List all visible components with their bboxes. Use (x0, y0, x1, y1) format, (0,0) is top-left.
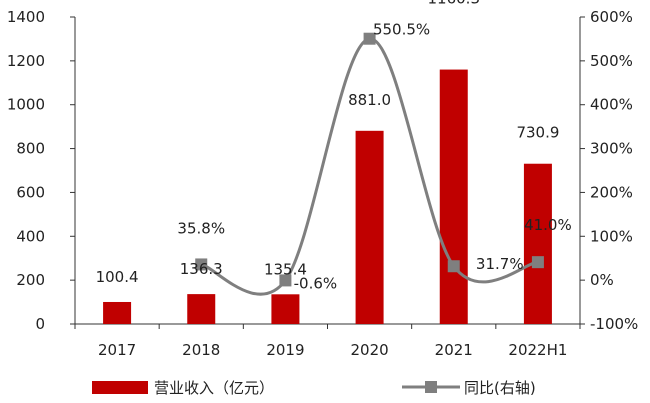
left-tick-label: 1200 (7, 52, 45, 70)
yoy-value-label: 31.7% (476, 255, 524, 273)
x-tick-label: 2022H1 (508, 341, 567, 359)
legend-swatch-revenue (92, 381, 148, 394)
yoy-marker (195, 258, 208, 271)
right-tick-label: 0% (590, 271, 614, 289)
left-tick-label: 1400 (7, 8, 45, 26)
bar-value-label: 881.0 (348, 91, 391, 109)
left-y-axis: 0 200 400 600 800 1000 1200 1400 (7, 8, 76, 333)
legend-label-yoy: 同比(右轴) (464, 379, 536, 397)
x-tick-label: 2021 (435, 341, 473, 359)
bar (187, 294, 216, 324)
yoy-marker (447, 260, 460, 273)
right-tick-label: 400% (590, 96, 633, 114)
x-tick-label: 2017 (98, 341, 136, 359)
bar-value-label: 100.4 (96, 268, 139, 286)
bar (523, 163, 552, 324)
left-tick-label: 1000 (7, 96, 45, 114)
bar-value-label: 136.3 (180, 260, 223, 278)
left-tick-label: 800 (16, 140, 45, 158)
yoy-value-label: 41.0% (524, 216, 572, 234)
bar-value-label: 730.9 (516, 124, 559, 142)
right-tick-label: 200% (590, 183, 633, 201)
x-axis: 2017 2018 2019 2020 2021 2022H1 (74, 323, 581, 359)
bar (355, 130, 384, 324)
right-tick-label: 300% (590, 140, 633, 158)
yoy-value-label: -0.6% (294, 274, 338, 292)
yoy-value-label: 550.5% (373, 21, 430, 39)
bar-value-label: 135.4 (264, 260, 307, 278)
line-series (195, 32, 544, 296)
right-y-axis: -100% 0% 100% 200% 300% 400% 500% 600% (579, 8, 638, 333)
x-tick-label: 2019 (266, 341, 304, 359)
left-tick-label: 400 (16, 227, 45, 245)
yoy-value-label: 35.8% (177, 219, 225, 237)
right-tick-label: -100% (590, 315, 638, 333)
x-tick-label: 2020 (350, 341, 388, 359)
yoy-marker (531, 256, 544, 269)
yoy-marker (279, 274, 292, 287)
left-tick-label: 0 (35, 315, 45, 333)
data-labels: 100.4 136.3 135.4 881.0 1160.3 730.9 35.8% -0.6… (96, 0, 572, 292)
right-tick-label: 500% (590, 52, 633, 70)
x-tick-label: 2018 (182, 341, 220, 359)
right-tick-label: 100% (590, 227, 633, 245)
legend: 营业收入（亿元） 同比(右轴) (92, 379, 536, 397)
legend-label-revenue: 营业收入（亿元） (154, 379, 274, 397)
left-tick-label: 200 (16, 271, 45, 289)
yoy-marker (363, 32, 376, 45)
bar (103, 301, 132, 324)
right-tick-label: 600% (590, 8, 633, 26)
legend-swatch-yoy-marker (425, 381, 437, 393)
left-tick-label: 600 (16, 183, 45, 201)
bar (439, 69, 468, 325)
bar-series (103, 69, 552, 325)
bar-value-label: 1160.3 (428, 0, 481, 8)
bar (271, 294, 300, 324)
